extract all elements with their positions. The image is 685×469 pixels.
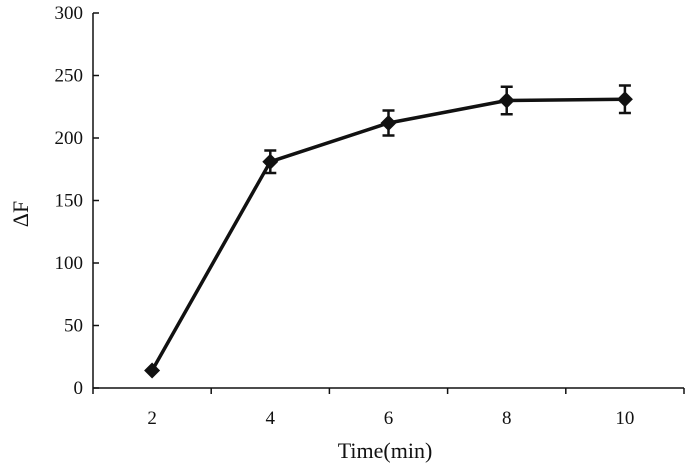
data-point-marker (498, 92, 515, 109)
y-tick-label: 200 (55, 128, 84, 149)
y-tick-label: 150 (55, 191, 84, 212)
axes (92, 13, 684, 389)
data-point-marker (144, 362, 161, 379)
x-tick-label: 6 (384, 408, 394, 429)
tick-marks (92, 12, 685, 394)
y-tick-label: 300 (55, 3, 84, 24)
x-tick-label: 8 (502, 408, 512, 429)
data-point-marker (262, 153, 279, 170)
x-tick-label: 10 (615, 408, 634, 429)
x-tick-label: 2 (147, 408, 157, 429)
tick-labels: 0 50 100 150 200 250 300 2 4 6 8 10 (55, 3, 635, 429)
data-point-marker (380, 115, 397, 131)
y-tick-label: 0 (74, 378, 84, 399)
y-tick-label: 100 (55, 253, 84, 274)
data-point-marker (616, 91, 633, 108)
series-line (150, 97, 625, 372)
y-axis-title: ΔF (8, 201, 33, 227)
x-axis-title: Time(min) (338, 438, 433, 463)
x-tick-label: 4 (266, 408, 276, 429)
data-series (144, 84, 633, 379)
y-tick-label: 250 (55, 66, 84, 87)
y-tick-label: 50 (64, 316, 83, 337)
